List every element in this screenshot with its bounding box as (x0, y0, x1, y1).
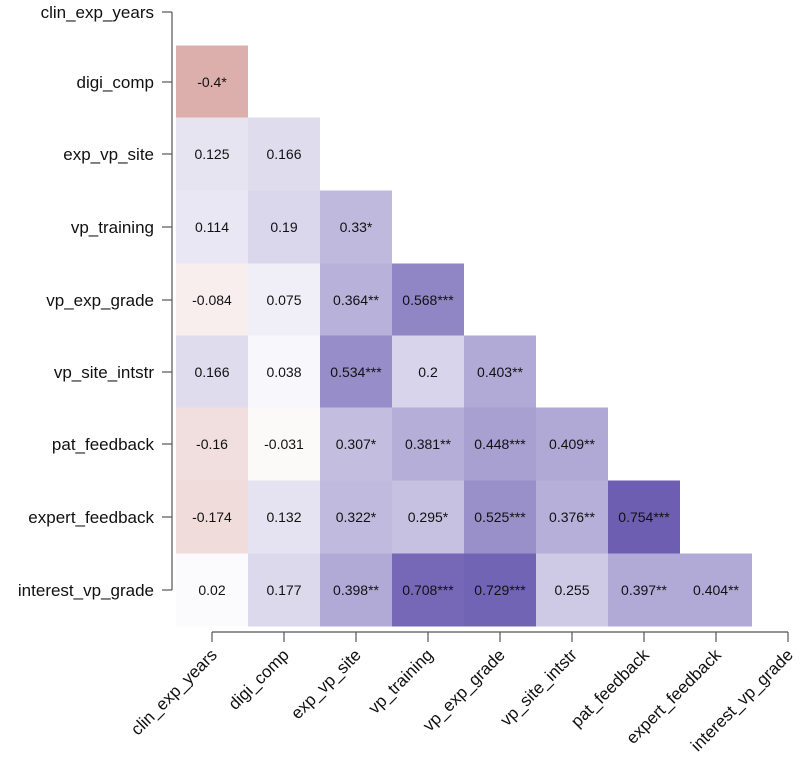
heatmap-cell-interest_vp_grade-pat_feedback (608, 553, 680, 627)
y-tick-label-clin_exp_years: clin_exp_years (41, 3, 154, 22)
heatmap-cell-exp_vp_site-clin_exp_years (176, 117, 248, 191)
heatmap-cell-expert_feedback-pat_feedback (608, 480, 680, 554)
cell-value-label: 0.177 (266, 582, 301, 598)
cell-value-label: 0.295* (408, 509, 449, 525)
cell-value-label: 0.114 (195, 219, 229, 235)
y-tick-label-vp_training: vp_training (71, 218, 154, 237)
cell-value-label: 0.02 (198, 582, 225, 598)
cell-value-label: 0.2 (418, 364, 438, 380)
y-tick-label-exp_vp_site: exp_vp_site (63, 145, 154, 164)
heatmap-cell-vp_site_intstr-clin_exp_years (176, 335, 248, 409)
heatmap-cell-vp_site_intstr-vp_exp_grade (464, 335, 536, 409)
heatmap-cell-expert_feedback-exp_vp_site (320, 480, 392, 554)
heatmap-cell-vp_site_intstr-exp_vp_site (320, 335, 392, 409)
x-tick-label-digi_comp: digi_comp (225, 645, 293, 713)
x-tick-label-clin_exp_years: clin_exp_years (127, 645, 221, 739)
cell-value-label: 0.525*** (474, 509, 526, 525)
heatmap-cell-interest_vp_grade-vp_exp_grade (464, 553, 536, 627)
cell-value-label: -0.174 (192, 509, 232, 525)
cell-value-label: 0.381** (405, 436, 451, 452)
x-tick-label-exp_vp_site: exp_vp_site (287, 645, 365, 723)
y-tick-label-expert_feedback: expert_feedback (28, 508, 154, 527)
cell-value-label: 0.33* (340, 219, 373, 235)
y-axis-labels: clin_exp_years digi_comp exp_vp_site vp_tra… (18, 3, 155, 600)
axes (162, 11, 789, 642)
y-tick-label-interest_vp_grade: interest_vp_grade (18, 581, 154, 600)
y-tick-label-pat_feedback: pat_feedback (52, 435, 155, 454)
heatmap-cells: -0.4* 0.125 0.166 0.114 0.19 0.33* -0.084 0.075… (176, 45, 752, 627)
heatmap-cell-expert_feedback-vp_exp_grade (464, 480, 536, 554)
cell-value-label: 0.398** (333, 582, 379, 598)
cell-value-label: 0.322* (336, 509, 377, 525)
heatmap-cell-vp_training-digi_comp (248, 190, 320, 264)
heatmap-cell-interest_vp_grade-expert_feedback (680, 553, 752, 627)
cell-value-label: 0.397** (621, 582, 667, 598)
heatmap-cell-vp_exp_grade-digi_comp (248, 263, 320, 337)
cell-value-label: -0.084 (192, 292, 232, 308)
x-tick-label-vp_training: vp_training (365, 645, 437, 717)
cell-value-label: 0.534*** (330, 364, 382, 380)
y-tick-label-digi_comp: digi_comp (77, 73, 155, 92)
y-tick-label-vp_site_intstr: vp_site_intstr (54, 363, 154, 382)
cell-value-label: 0.132 (266, 509, 301, 525)
heatmap-cell-interest_vp_grade-vp_training (392, 553, 464, 627)
heatmap-cell-vp_exp_grade-exp_vp_site (320, 263, 392, 337)
cell-value-label: 0.125 (194, 146, 229, 162)
cell-value-label: 0.409** (549, 436, 595, 452)
cell-value-label: 0.448*** (474, 436, 526, 452)
heatmap-cell-pat_feedback-clin_exp_years (176, 407, 248, 481)
cell-value-label: 0.403** (477, 364, 523, 380)
heatmap-cell-expert_feedback-clin_exp_years (176, 480, 248, 554)
heatmap-cell-pat_feedback-vp_exp_grade (464, 407, 536, 481)
heatmap-cell-interest_vp_grade-vp_site_intstr (536, 553, 608, 627)
heatmap-cell-expert_feedback-digi_comp (248, 480, 320, 554)
cell-value-label: -0.031 (264, 436, 304, 452)
cell-value-label: 0.404** (693, 582, 739, 598)
heatmap-cell-pat_feedback-vp_training (392, 407, 464, 481)
heatmap-cell-expert_feedback-vp_site_intstr (536, 480, 608, 554)
cell-value-label: -0.16 (196, 436, 228, 452)
cell-value-label: 0.754*** (618, 509, 670, 525)
cell-value-label: 0.729*** (474, 582, 526, 598)
heatmap-cell-pat_feedback-exp_vp_site (320, 407, 392, 481)
cell-value-label: 0.376** (549, 509, 595, 525)
cell-value-label: 0.255 (554, 582, 589, 598)
heatmap-cell-vp_site_intstr-digi_comp (248, 335, 320, 409)
cell-value-label: 0.364** (333, 292, 379, 308)
cell-value-label: 0.038 (266, 364, 301, 380)
cell-value-label: 0.307* (336, 436, 377, 452)
heatmap-cell-interest_vp_grade-digi_comp (248, 553, 320, 627)
heatmap-cell-vp_site_intstr-vp_training (392, 335, 464, 409)
cell-value-label: -0.4* (197, 74, 227, 90)
heatmap-cell-interest_vp_grade-exp_vp_site (320, 553, 392, 627)
heatmap-cell-interest_vp_grade-clin_exp_years (176, 553, 248, 627)
heatmap-cell-vp_training-exp_vp_site (320, 190, 392, 264)
heatmap-cell-vp_training-clin_exp_years (176, 190, 248, 264)
cell-value-label: 0.708*** (402, 582, 454, 598)
cell-value-label: 0.166 (194, 364, 229, 380)
cell-value-label: 0.568*** (402, 292, 454, 308)
cell-value-label: 0.166 (266, 146, 301, 162)
heatmap-cell-pat_feedback-digi_comp (248, 407, 320, 481)
heatmap-cell-exp_vp_site-digi_comp (248, 117, 320, 191)
heatmap-cell-digi_comp-clin_exp_years (176, 45, 248, 119)
y-tick-label-vp_exp_grade: vp_exp_grade (46, 291, 154, 310)
heatmap-cell-pat_feedback-vp_site_intstr (536, 407, 608, 481)
heatmap-cell-vp_exp_grade-vp_training (392, 263, 464, 337)
heatmap-cell-vp_exp_grade-clin_exp_years (176, 263, 248, 337)
heatmap-cell-expert_feedback-vp_training (392, 480, 464, 554)
cell-value-label: 0.075 (266, 292, 301, 308)
cell-value-label: 0.19 (270, 219, 297, 235)
